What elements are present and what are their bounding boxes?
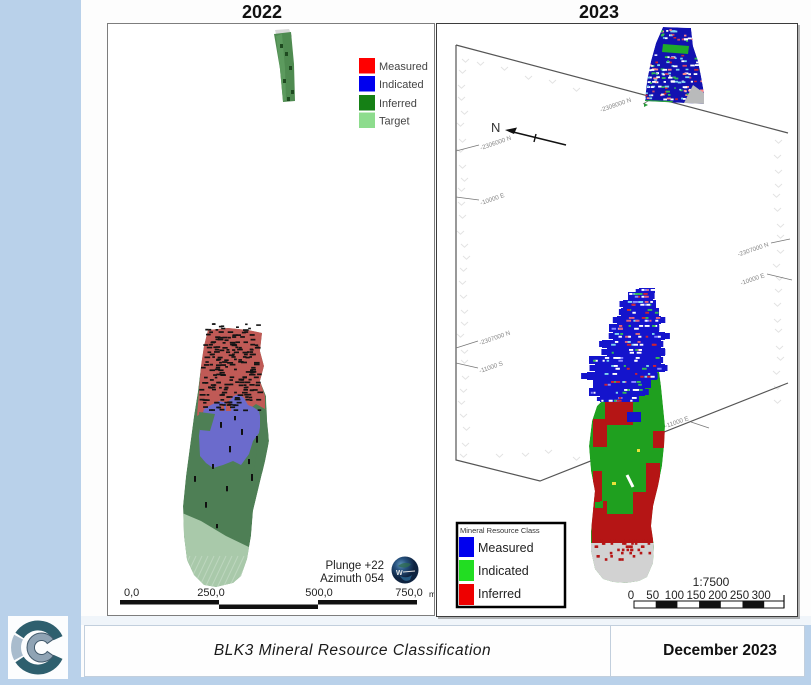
svg-text:250,0: 250,0	[197, 587, 225, 599]
svg-text:1:7500: 1:7500	[693, 575, 730, 589]
svg-text:m: m	[429, 589, 434, 599]
svg-text:500,0: 500,0	[305, 587, 333, 599]
svg-text:N: N	[491, 120, 500, 135]
svg-text:Inferred: Inferred	[478, 587, 521, 601]
svg-text:W: W	[396, 570, 403, 577]
svg-text:-2307000 N: -2307000 N	[478, 330, 511, 347]
svg-text:50: 50	[646, 590, 659, 602]
svg-text:-2308000 N: -2308000 N	[599, 97, 632, 114]
svg-text:-11000 E: -11000 E	[664, 415, 690, 430]
svg-text:Inferred: Inferred	[379, 98, 417, 110]
svg-text:-10000 E: -10000 E	[740, 272, 766, 287]
svg-text:-10000 E: -10000 E	[479, 192, 505, 207]
svg-text:150: 150	[687, 590, 706, 602]
svg-text:750,0: 750,0	[395, 587, 423, 599]
svg-text:Indicated: Indicated	[379, 79, 424, 91]
svg-text:-11000 S: -11000 S	[478, 360, 504, 375]
svg-text:0,0: 0,0	[124, 587, 139, 599]
svg-text:0: 0	[628, 590, 634, 602]
svg-text:-2306000 N: -2306000 N	[479, 135, 512, 152]
svg-text:300: 300	[752, 590, 771, 602]
svg-text:100: 100	[665, 590, 684, 602]
svg-text:Mineral Resource Class: Mineral Resource Class	[460, 526, 540, 535]
svg-text:Azimuth 054: Azimuth 054	[320, 573, 385, 585]
svg-text:Measured: Measured	[478, 541, 534, 555]
svg-text:-2307000 N: -2307000 N	[737, 241, 770, 258]
svg-text:Measured: Measured	[379, 61, 428, 73]
svg-text:200: 200	[708, 590, 727, 602]
svg-text:250: 250	[730, 590, 749, 602]
svg-text:Target: Target	[379, 116, 410, 128]
svg-text:Plunge +22: Plunge +22	[325, 560, 384, 572]
svg-text:Indicated: Indicated	[478, 564, 529, 578]
